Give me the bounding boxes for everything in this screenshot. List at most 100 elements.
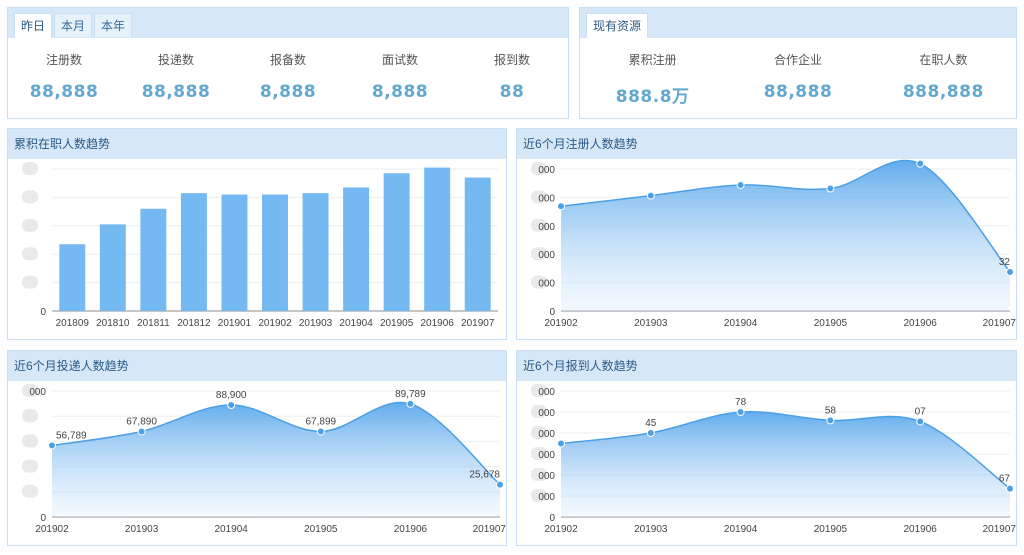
bar <box>59 244 86 311</box>
x-tick-label: 201906 <box>904 524 938 535</box>
series-line <box>560 410 1011 490</box>
blurred-tick-blob <box>531 247 547 261</box>
y-tick-label: 000 <box>538 408 555 419</box>
stat-partner-companies: 合作企业 88,888 <box>725 52 870 107</box>
panel-header: 近6个月投递人数趋势 <box>8 351 506 381</box>
blurred-tick-blob <box>531 218 547 232</box>
y-tick-label: 0 <box>40 307 46 318</box>
data-point <box>916 159 925 168</box>
x-tick-label: 201904 <box>724 318 758 329</box>
tab-current-resources[interactable]: 现有资源 <box>586 13 649 38</box>
chart-title: 近6个月投递人数趋势 <box>14 359 129 373</box>
data-point <box>826 416 835 425</box>
employed-trend-chart: 0 201809 201810 201811 201812 201901 201902 201… <box>22 162 498 329</box>
x-tick-label: 201906 <box>394 524 428 535</box>
data-point <box>557 202 565 211</box>
blurred-tick-blob <box>22 434 38 448</box>
data-label: 67,890 <box>126 416 157 427</box>
blurred-tick-blob <box>22 484 38 498</box>
data-point <box>316 427 325 436</box>
bar <box>424 167 451 311</box>
bar <box>343 187 370 311</box>
stats-row: 注册数 88,888 投递数 88,888 报备数 8,888 面试数 8,88… <box>8 52 568 102</box>
area-fill <box>561 411 1010 517</box>
x-tick-label: 201902 <box>544 318 578 329</box>
data-label: 88,900 <box>216 390 247 401</box>
data-point <box>496 480 504 489</box>
blurred-tick-blob <box>531 275 547 289</box>
employed-trend-panel: 累积在职人数趋势 0 201809 201810 201811 201812 201901… <box>7 128 507 340</box>
x-tick-label: 201904 <box>724 524 758 535</box>
data-label: 07 <box>915 406 927 417</box>
data-point <box>1006 267 1014 276</box>
y-tick-label: 0 <box>549 513 555 524</box>
stat-label: 合作企业 <box>773 53 822 67</box>
stat-label: 面试数 <box>381 53 418 67</box>
blurred-tick-blob <box>22 218 38 232</box>
data-label: 78 <box>735 397 747 408</box>
bar <box>302 193 329 311</box>
x-tick-label: 201905 <box>380 318 414 329</box>
y-tick-label: 000 <box>29 387 46 398</box>
blurred-tick-blob <box>22 190 38 204</box>
x-tick-label: 201904 <box>339 318 373 329</box>
panel-header: 近6个月注册人数趋势 <box>517 129 1016 159</box>
y-tick-label: 000 <box>538 471 555 482</box>
x-tick-label: 201905 <box>304 524 338 535</box>
y-tick-label: 000 <box>538 165 555 176</box>
stat-value: 8,888 <box>259 82 317 102</box>
chart-title: 累积在职人数趋势 <box>14 137 111 151</box>
blurred-tick-blob <box>531 426 547 439</box>
x-tick-label: 201902 <box>35 524 69 535</box>
data-point <box>137 427 146 436</box>
bar <box>221 194 248 311</box>
stat-label: 累积注册 <box>628 53 677 67</box>
stat-label: 在职人数 <box>919 53 968 67</box>
blurred-tick-blob <box>531 405 547 418</box>
stat-interviews: 面试数 8,888 <box>344 52 456 102</box>
resources-row: 累积注册 888.8万 合作企业 88,888 在职人数 888,888 <box>580 52 1016 107</box>
blurred-tick-blob <box>22 247 38 261</box>
tab-this-month[interactable]: 本月 <box>54 13 93 37</box>
stat-value: 88,888 <box>29 82 99 102</box>
data-point <box>646 191 655 200</box>
stat-value: 888.8万 <box>615 87 690 107</box>
data-point <box>826 184 835 193</box>
area-fill <box>561 160 1010 311</box>
data-point <box>227 400 236 409</box>
x-tick-label: 201903 <box>299 318 333 329</box>
stat-deliveries: 投递数 88,888 <box>120 52 232 102</box>
bar <box>180 193 207 311</box>
data-point <box>1006 484 1014 493</box>
data-label: 25,678 <box>469 470 500 481</box>
stat-check-ins: 报到数 88 <box>456 52 568 102</box>
delivered-trend-panel: 近6个月投递人数趋势 0 000 56,789 67,890 88,900 67,899 8… <box>7 350 507 546</box>
data-point <box>736 408 745 416</box>
series-line <box>51 401 501 486</box>
x-tick-label: 201905 <box>814 318 848 329</box>
data-point <box>557 439 565 448</box>
x-tick-label: 201904 <box>215 524 249 535</box>
stat-label: 报到数 <box>493 53 530 67</box>
bar <box>383 173 410 311</box>
chart-title: 近6个月注册人数趋势 <box>523 137 638 151</box>
x-tick-label: 201903 <box>634 318 668 329</box>
x-tick-label: 201811 <box>137 318 170 329</box>
data-point <box>646 429 655 437</box>
stat-value: 88,888 <box>141 82 211 102</box>
tab-this-year[interactable]: 本年 <box>94 13 133 37</box>
y-tick-label: 000 <box>538 250 555 261</box>
data-label: 67,899 <box>306 416 337 427</box>
blurred-tick-blob <box>531 447 547 460</box>
resources-panel: 现有资源 累积注册 888.8万 合作企业 88,888 在职人数 888,88… <box>579 7 1017 119</box>
stat-value: 8,888 <box>371 82 429 102</box>
stat-employed: 在职人数 888,888 <box>871 52 1016 107</box>
blurred-tick-blob <box>531 162 547 175</box>
panel-header: 累积在职人数趋势 <box>8 129 506 159</box>
data-point <box>48 441 56 450</box>
blurred-tick-blob <box>531 489 547 502</box>
tab-yesterday[interactable]: 昨日 <box>14 13 53 38</box>
reported-trend-panel: 近6个月报到人数趋势 0 000 000 000 000 000 000 45 78 58 07 67… <box>516 350 1017 546</box>
y-tick-label: 000 <box>538 387 555 398</box>
